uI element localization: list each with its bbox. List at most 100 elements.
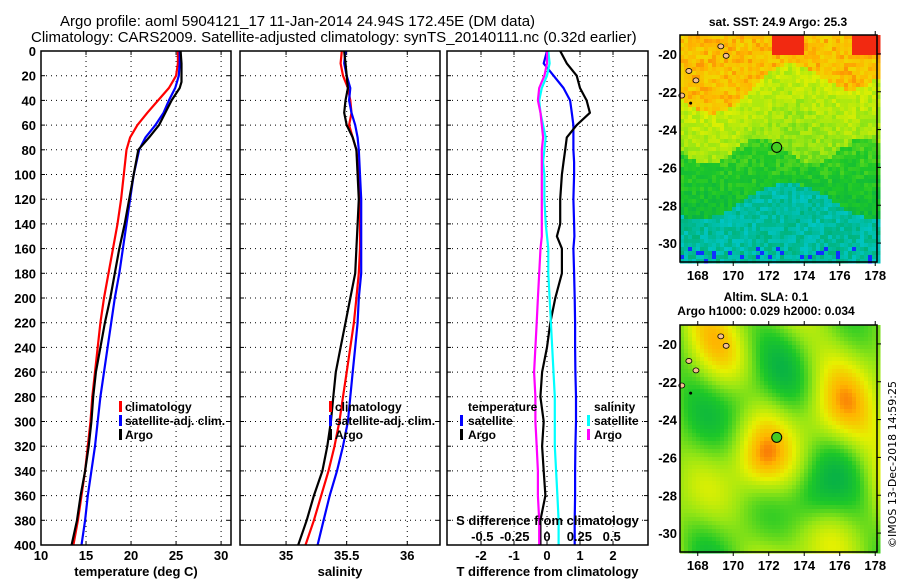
sla-map-cell — [868, 377, 873, 382]
sst-map-cell — [748, 199, 753, 204]
sla-map-cell — [796, 345, 801, 350]
sla-map-cell — [848, 337, 853, 342]
sst-map-cell — [768, 195, 773, 200]
sst-map-cell — [824, 55, 829, 60]
sla-map-cell — [736, 353, 741, 358]
sst-map-cell — [688, 123, 693, 128]
sst-map-cell — [824, 151, 829, 156]
sla-map-cell — [804, 385, 809, 390]
sst-map-cell — [856, 175, 861, 180]
sst-map-cell — [868, 191, 873, 196]
sla-map-cell — [848, 357, 853, 362]
sla-map-cell — [716, 349, 721, 354]
sla-map-cell — [712, 453, 717, 458]
sst-map-cell — [744, 47, 749, 52]
sla-map-cell — [780, 425, 785, 430]
sla-map-cell — [692, 377, 697, 382]
sst-map-cell — [764, 235, 769, 240]
sla-map-cell — [704, 381, 709, 386]
sst-map-cell — [680, 155, 685, 160]
sst-map-cell — [692, 71, 697, 76]
sla-map-cell — [840, 349, 845, 354]
sla-map-cell — [768, 333, 773, 338]
sla-map-cell — [848, 405, 853, 410]
sla-map-cell — [856, 433, 861, 438]
sla-map-cell — [732, 389, 737, 394]
sla-map-cell — [800, 369, 805, 374]
sla-map-cell — [760, 409, 765, 414]
sst-map-cell — [824, 207, 829, 212]
sst-map-cell — [716, 155, 721, 160]
sst-map-cell — [872, 163, 877, 168]
sla-map-cell — [840, 405, 845, 410]
sst-map-cell — [876, 179, 881, 184]
sst-map-cell — [784, 227, 789, 232]
sst-map-cell — [792, 239, 797, 244]
sst-map-cell — [732, 195, 737, 200]
sla-map-cell — [736, 325, 741, 330]
sst-map-cell — [864, 151, 869, 156]
sla-map-cell — [860, 385, 865, 390]
sst-map-cell — [840, 183, 845, 188]
sst-map-cell — [688, 219, 693, 224]
sst-map-cell — [684, 119, 689, 124]
sst-map-cell — [784, 123, 789, 128]
sst-map-cell — [804, 119, 809, 124]
sst-map-cell — [700, 235, 705, 240]
sla-map-cell — [768, 413, 773, 418]
sst-map-cell — [836, 135, 841, 140]
sla-map-cell — [852, 453, 857, 458]
sst-map-cell — [744, 175, 749, 180]
sst-map-cell — [764, 63, 769, 68]
sst-map-cell — [824, 195, 829, 200]
sst-map-cell — [720, 111, 725, 116]
sst-map-cell — [752, 235, 757, 240]
sla-map-cell — [848, 381, 853, 386]
sst-map-cell — [704, 207, 709, 212]
sst-map-cell — [764, 171, 769, 176]
sst-map-cell — [704, 135, 709, 140]
sst-map-cell — [708, 195, 713, 200]
sla-map-cell — [832, 449, 837, 454]
sst-map-cell — [804, 207, 809, 212]
sst-map-cell — [732, 67, 737, 72]
sla-map-cell — [764, 397, 769, 402]
sst-map-cell — [804, 87, 809, 92]
sst-map-cell — [760, 103, 765, 108]
sst-map-cell — [840, 215, 845, 220]
sla-map-cell — [804, 337, 809, 342]
sla-map-cell — [860, 437, 865, 442]
sst-map-cell — [852, 191, 857, 196]
sst-map-cell — [796, 171, 801, 176]
sla-map-cell — [744, 353, 749, 358]
sla-map-cell — [724, 453, 729, 458]
sla-map-cell — [872, 333, 877, 338]
sla-map-cell — [812, 361, 817, 366]
sla-map-cell — [680, 429, 685, 434]
sst-map-cell — [700, 159, 705, 164]
sla-map-cell — [724, 405, 729, 410]
sst-map-cell — [784, 211, 789, 216]
sst-map-cell — [808, 251, 813, 256]
sst-map-cell — [800, 147, 805, 152]
sla-map-cell — [860, 429, 865, 434]
sst-map-cell — [700, 183, 705, 188]
sla-map-cell — [784, 377, 789, 382]
sst-map-cell — [840, 171, 845, 176]
sla-map-cell — [708, 393, 713, 398]
sst-map-cell — [748, 151, 753, 156]
sla-map-cell — [744, 385, 749, 390]
sst-map-cell — [768, 83, 773, 88]
sst-map-cell — [808, 215, 813, 220]
sla-map-cell — [876, 449, 881, 454]
sst-map-cell — [844, 235, 849, 240]
sla-map-cell — [800, 325, 805, 330]
sst-map-cell — [720, 91, 725, 96]
sst-map-cell — [860, 227, 865, 232]
sst-map-cell — [708, 127, 713, 132]
sst-map-cell — [748, 39, 753, 44]
sla-map-cell — [788, 445, 793, 450]
sst-map-cell — [728, 63, 733, 68]
sst-map-cell — [756, 167, 761, 172]
sst-map-cell — [836, 223, 841, 228]
